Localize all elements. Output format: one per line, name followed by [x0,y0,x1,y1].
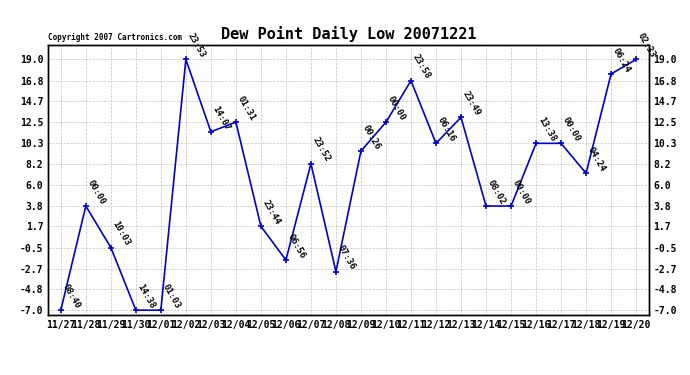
Text: 14:07: 14:07 [211,104,232,132]
Text: 23:53: 23:53 [186,32,207,60]
Text: 23:52: 23:52 [311,136,332,164]
Text: 14:38: 14:38 [136,282,157,310]
Text: 02:33: 02:33 [636,32,658,60]
Text: 23:49: 23:49 [461,90,482,117]
Text: 08:40: 08:40 [61,282,82,310]
Text: 00:00: 00:00 [86,178,107,206]
Text: 06:24: 06:24 [611,46,632,74]
Text: 00:00: 00:00 [386,94,407,122]
Text: 08:02: 08:02 [486,178,507,206]
Text: 01:03: 01:03 [161,282,182,310]
Text: 07:36: 07:36 [336,244,357,272]
Text: 00:00: 00:00 [561,116,582,143]
Text: 10:03: 10:03 [111,220,132,248]
Text: 13:38: 13:38 [536,116,558,143]
Text: 01:31: 01:31 [236,94,257,122]
Text: 00:26: 00:26 [361,123,382,151]
Text: 06:56: 06:56 [286,232,307,260]
Text: 00:00: 00:00 [511,178,532,206]
Title: Dew Point Daily Low 20071221: Dew Point Daily Low 20071221 [221,27,476,42]
Text: 06:16: 06:16 [436,116,457,143]
Text: Copyright 2007 Cartronics.com: Copyright 2007 Cartronics.com [48,33,182,42]
Text: 23:58: 23:58 [411,53,432,81]
Text: 23:44: 23:44 [261,198,282,226]
Text: 04:24: 04:24 [586,146,607,173]
